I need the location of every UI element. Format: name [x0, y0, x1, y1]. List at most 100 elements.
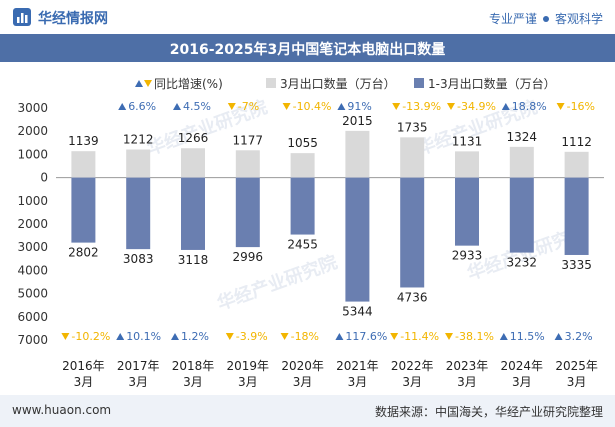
data-label-march: 1055	[287, 136, 318, 150]
x-tick-label-month: 3月	[402, 375, 422, 389]
bar-cumulative	[564, 177, 589, 255]
bar-cumulative	[181, 177, 205, 250]
bar-cumulative	[345, 177, 370, 302]
growth-down-icon	[392, 103, 401, 110]
growth-up-icon	[118, 103, 127, 110]
x-tick-label-month: 3月	[128, 375, 148, 389]
slogan-right: 客观科学	[554, 12, 603, 26]
data-label-cumulative: 4736	[397, 290, 428, 304]
growth-march-label: 91%	[347, 100, 371, 113]
legend-cumulative: 1-3月出口数量（万台）	[428, 76, 556, 91]
data-label-march: 1735	[397, 120, 428, 134]
bar-cumulative	[455, 177, 479, 246]
bar-cumulative	[71, 177, 96, 243]
legend-march: 3月出口数量（万台）	[280, 76, 396, 91]
bar-cumulative	[235, 177, 260, 248]
growth-up-icon	[501, 103, 510, 110]
data-label-march: 1131	[452, 134, 483, 148]
growth-march-label: -13.9%	[402, 100, 441, 113]
footer-source: 数据来源：中国海关，华经产业研究院整理	[374, 405, 603, 419]
growth-march-label: -7%	[238, 100, 259, 113]
growth-march-label: -34.9%	[457, 100, 496, 113]
growth-down-icon	[61, 333, 70, 340]
huajing-logo-icon	[13, 8, 31, 26]
growth-down-icon	[390, 333, 399, 340]
bar-cumulative	[400, 177, 425, 288]
y-tick-label: 7000	[17, 333, 48, 347]
growth-down-icon	[280, 333, 289, 340]
y-tick-label: 0	[40, 171, 48, 185]
bar-march	[181, 148, 205, 178]
y-tick-label: 4000	[17, 263, 48, 277]
bar-march	[400, 137, 425, 178]
x-tick-label-year: 2017年	[117, 359, 160, 373]
footer: www.huaon.com 数据来源：中国海关，华经产业研究院整理	[0, 395, 615, 427]
x-tick-label-month: 3月	[293, 375, 313, 389]
bar-cumulative	[509, 177, 534, 253]
data-label-cumulative: 5344	[342, 305, 373, 319]
data-label-cumulative: 3335	[561, 258, 592, 272]
data-label-march: 1177	[233, 133, 264, 147]
bar-march	[509, 146, 534, 178]
chart-title: 2016-2025年3月中国笔记本电脑出口数量	[169, 42, 446, 58]
growth-down-icon	[556, 103, 565, 110]
legend-march-swatch	[266, 78, 276, 88]
growth-cumulative-label: 10.1%	[126, 330, 161, 343]
x-tick-label-year: 2025年	[555, 359, 598, 373]
y-tick-label: 3000	[17, 240, 48, 254]
title-bar: 2016-2025年3月中国笔记本电脑出口数量	[0, 34, 615, 62]
growth-cumulative-label: -18%	[291, 330, 319, 343]
data-label-march: 1212	[123, 132, 154, 146]
growth-up-icon	[554, 333, 563, 340]
x-tick-label-month: 3月	[238, 375, 258, 389]
slogan: 专业严谨 客观科学	[489, 10, 603, 27]
x-tick-label-month: 3月	[567, 375, 587, 389]
y-tick-label: 1000	[17, 194, 48, 208]
data-label-cumulative: 2996	[233, 250, 264, 264]
growth-march-label: -16%	[567, 100, 595, 113]
bar-march	[71, 151, 96, 178]
data-label-cumulative: 3083	[123, 252, 154, 266]
growth-up-icon	[116, 333, 125, 340]
x-tick-label-year: 2020年	[281, 359, 324, 373]
legend-down-triangle-icon	[144, 80, 152, 87]
x-tick-label-year: 2016年	[62, 359, 105, 373]
bar-march	[455, 151, 479, 178]
data-label-march: 2015	[342, 114, 373, 128]
growth-cumulative-label: 1.2%	[181, 330, 209, 343]
x-tick-label-month: 3月	[512, 375, 532, 389]
legend-growth: 同比增速(%)	[154, 77, 223, 91]
top-bar: 华经情报网 专业严谨 客观科学	[0, 0, 615, 34]
bar-march	[564, 151, 589, 178]
bar-march	[126, 149, 151, 178]
growth-up-icon	[173, 103, 181, 110]
legend-cumulative-swatch	[414, 78, 424, 88]
growth-cumulative-label: -3.9%	[236, 330, 268, 343]
bar-march	[290, 153, 315, 178]
slogan-dot-icon	[542, 16, 549, 22]
y-tick-label: 6000	[17, 310, 48, 324]
growth-down-icon	[282, 103, 291, 110]
growth-cumulative-label: 3.2%	[565, 330, 593, 343]
x-tick-label-month: 3月	[183, 375, 203, 389]
data-label-cumulative: 2802	[68, 246, 99, 260]
bar-march	[235, 150, 260, 178]
growth-down-icon	[225, 333, 234, 340]
data-label-march: 1266	[178, 131, 209, 145]
x-tick-label-month: 3月	[457, 375, 477, 389]
growth-march-label: 18.8%	[512, 100, 547, 113]
bar-cumulative	[126, 177, 151, 250]
growth-down-icon	[447, 103, 455, 110]
growth-cumulative-label: -11.4%	[400, 330, 439, 343]
data-label-march: 1112	[561, 135, 592, 149]
data-label-march: 1139	[68, 134, 99, 148]
growth-up-icon	[337, 103, 346, 110]
data-label-cumulative: 3118	[178, 253, 209, 267]
bar-cumulative	[290, 177, 315, 235]
y-tick-label: 1000	[17, 147, 48, 161]
growth-down-icon	[227, 103, 236, 110]
footer-url[interactable]: www.huaon.com	[12, 403, 112, 417]
y-tick-label: 5000	[17, 287, 48, 301]
growth-up-icon	[171, 333, 179, 340]
